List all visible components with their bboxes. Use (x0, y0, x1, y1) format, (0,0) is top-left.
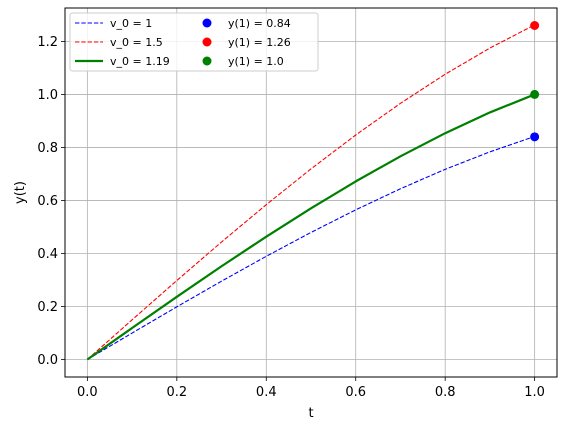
y-tick-label: 0.6 (37, 194, 58, 209)
x-axis-label: t (308, 406, 313, 421)
legend-marker-swatch (202, 56, 212, 66)
legend-label: y(1) = 1.26 (228, 36, 291, 49)
series-line-1 (86, 24, 535, 360)
y-tick-label: 0.0 (37, 353, 58, 368)
x-tick-label: 0.6 (345, 385, 366, 400)
legend-label: v_0 = 1.19 (110, 55, 170, 68)
y-tick-label: 1.2 (37, 35, 58, 50)
x-tick-label: 1.0 (524, 385, 545, 400)
axes-frame (64, 7, 558, 378)
legend-label: y(1) = 1.0 (228, 55, 284, 68)
data-point-3 (530, 132, 540, 142)
y-tick-label: 0.4 (37, 247, 58, 262)
series-line-2 (86, 93, 536, 361)
ticks: 0.0 0.2 0.4 0.6 0.8 1.0 0.0 0.2 0.4 0.6 0.8 1.0 1.2 (37, 35, 545, 400)
legend: v_0 = 1 v_0 = 1.5 v_0 = 1.19 y(1) = 0.84 y(1… (69, 12, 319, 72)
y-tick-label: 0.2 (37, 300, 58, 315)
y-axis-label: y(t) (13, 181, 28, 204)
data-point-5 (530, 89, 540, 99)
data-point-4 (530, 20, 540, 30)
legend-label: v_0 = 1.5 (110, 36, 163, 49)
plot-area (86, 20, 540, 361)
legend-marker-swatch (202, 18, 212, 28)
y-tick-label: 1.0 (37, 88, 58, 103)
x-tick-label: 0.2 (166, 385, 187, 400)
y-tick-label: 0.8 (37, 141, 58, 156)
legend-marker-swatch (202, 37, 212, 47)
legend-box (69, 12, 319, 72)
legend-label: v_0 = 1 (110, 17, 152, 30)
x-tick-label: 0.8 (435, 385, 456, 400)
x-tick-label: 0.0 (77, 385, 98, 400)
legend-label: y(1) = 0.84 (228, 17, 291, 30)
x-tick-label: 0.4 (256, 385, 277, 400)
